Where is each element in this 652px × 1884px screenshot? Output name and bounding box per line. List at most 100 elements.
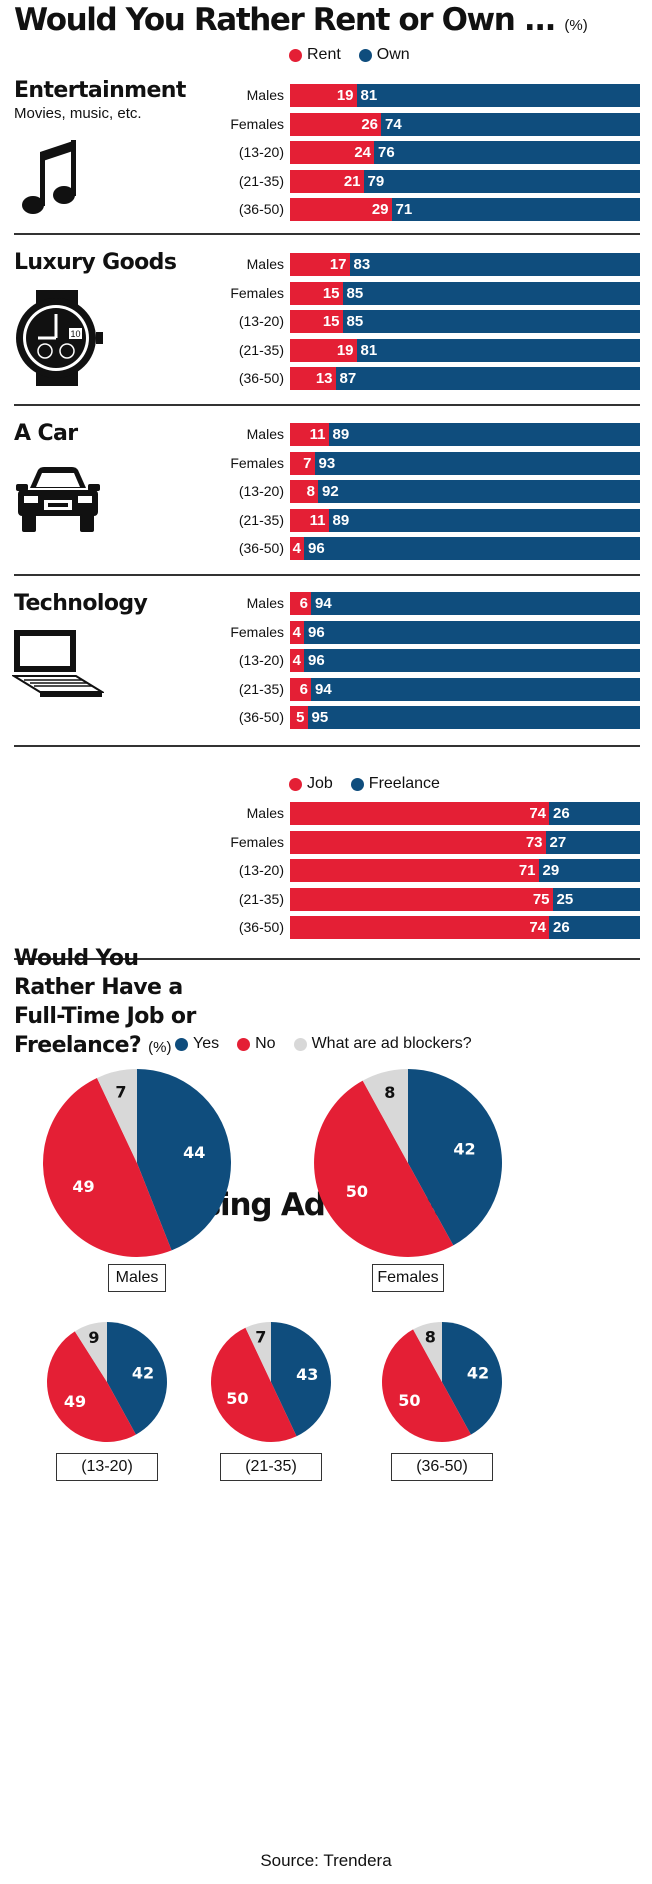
pie-slice-yes <box>408 1069 502 1246</box>
pie-value-no: 49 <box>64 1392 86 1411</box>
bar-value-b: 27 <box>549 833 567 851</box>
bar-row-label: (21-35) <box>238 341 284 358</box>
bar-row: (36-50) 13 87 <box>0 367 652 390</box>
bar-row-label: (36-50) <box>238 709 284 725</box>
bar-segment-a: 6 <box>290 677 311 701</box>
legend-label-own: Own <box>376 46 410 63</box>
bar-row: Males 11 89 <box>0 423 652 446</box>
bar-value-b: 92 <box>322 483 339 500</box>
pie-slice-yes <box>442 1322 502 1435</box>
stacked-bar: 74 26 <box>290 916 640 939</box>
bar-segment-b: 79 <box>363 169 640 193</box>
stacked-bar: 5 95 <box>290 706 640 729</box>
bar-row: (36-50) 29 71 <box>0 198 652 221</box>
bar-segment-b: 87 <box>335 367 640 390</box>
legend-label-job: Job <box>307 775 333 792</box>
bar-row-label: (36-50) <box>238 919 284 935</box>
stacked-bar: 15 85 <box>290 310 640 333</box>
pie-caption: Females <box>372 1264 444 1292</box>
stacked-bar: 11 89 <box>290 508 640 532</box>
pie-value-no: 50 <box>226 1389 248 1408</box>
bar-value-a: 73 <box>525 833 543 851</box>
pie-slice-unknown <box>413 1322 442 1382</box>
bar-row: Males 6 94 <box>0 592 652 615</box>
pie-slice-unknown <box>362 1069 408 1163</box>
bar-row-label: Males <box>246 595 284 611</box>
bar-row: Males 74 26 <box>0 802 652 825</box>
divider <box>14 958 640 960</box>
bar-segment-a: 4 <box>290 620 304 644</box>
bar-row-label: (21-35) <box>238 890 284 907</box>
bar-segment-a: 6 <box>290 592 311 615</box>
bar-row: Females 15 85 <box>0 281 652 305</box>
bar-segment-a: 11 <box>290 508 329 532</box>
music-note-icon <box>22 140 76 214</box>
pie-slice-unknown <box>96 1069 137 1163</box>
stacked-bar: 24 76 <box>290 141 640 164</box>
bar-row: (21-35) 19 81 <box>0 338 652 362</box>
pie-value-unknown: 8 <box>384 1083 395 1102</box>
section-title-luxury-goods: Luxury Goods <box>14 250 177 275</box>
bar-value-a: 8 <box>306 483 315 500</box>
divider <box>14 233 640 235</box>
bar-segment-a: 71 <box>290 859 539 882</box>
pie-value-unknown: 8 <box>425 1328 436 1347</box>
bar-row-label: Males <box>246 256 284 272</box>
bar-value-a: 26 <box>361 115 378 133</box>
bar-segment-b: 81 <box>356 338 640 362</box>
bar-value-b: 96 <box>308 540 325 557</box>
stacked-bar: 75 25 <box>290 887 640 911</box>
pie-slice-no <box>382 1329 471 1442</box>
bar-value-b: 25 <box>556 890 574 908</box>
bar-row: Females 73 27 <box>0 830 652 854</box>
source-note: Source: Trendera <box>260 1851 392 1870</box>
bar-row: Females 7 93 <box>0 451 652 475</box>
bar-segment-b: 76 <box>374 141 640 164</box>
pie-chart: 42 49 9 <box>46 1322 168 1442</box>
bar-row: (21-35) 11 89 <box>0 508 652 532</box>
bar-segment-b: 81 <box>356 84 640 107</box>
stacked-bar: 21 79 <box>290 169 640 193</box>
bar-value-b: 96 <box>308 652 325 669</box>
bar-row-label: Females <box>230 833 284 850</box>
pie-value-yes: 42 <box>132 1364 154 1383</box>
bar-row-label: (13-20) <box>238 862 284 878</box>
pie-slice-no <box>314 1080 454 1257</box>
bar-segment-a: 7 <box>290 451 315 475</box>
bar-value-b: 96 <box>308 623 325 641</box>
legend-item-freelance: Freelance <box>350 775 440 793</box>
bar-value-b: 94 <box>315 680 332 698</box>
bar-value-b: 76 <box>378 144 395 161</box>
bar-value-b: 89 <box>332 426 350 443</box>
pie-value-no: 49 <box>72 1177 94 1196</box>
bar-row: (36-50) 4 96 <box>0 537 652 560</box>
pie-value-unknown: 7 <box>115 1082 126 1101</box>
bar-value-b: 29 <box>542 862 560 879</box>
bar-segment-a: 21 <box>290 169 364 193</box>
bar-segment-a: 74 <box>290 802 549 825</box>
bar-value-b: 71 <box>395 201 413 218</box>
pie-slice-yes <box>137 1069 231 1251</box>
bar-value-a: 4 <box>292 652 301 669</box>
pie-caption: Males <box>108 1264 166 1292</box>
bar-segment-b: 85 <box>342 281 640 305</box>
divider <box>14 574 640 576</box>
bar-value-b: 85 <box>346 313 364 330</box>
bar-segment-a: 5 <box>290 706 308 729</box>
bar-segment-b: 93 <box>314 451 640 475</box>
bar-value-a: 75 <box>532 890 550 908</box>
bar-row: (13-20) 24 76 <box>0 141 652 164</box>
bar-segment-a: 8 <box>290 480 318 503</box>
pie-chart: 43 50 7 <box>211 1322 331 1442</box>
job-freelance-title-unit: (%) <box>148 1039 172 1056</box>
pie-slice-unknown <box>74 1322 107 1382</box>
bar-value-b: 89 <box>332 511 350 529</box>
watch-icon: 10 <box>16 290 103 386</box>
legend-swatch-unknown <box>293 1037 307 1051</box>
bar-row: (36-50) 74 26 <box>0 916 652 939</box>
pie-slice-yes <box>107 1322 168 1435</box>
pie-chart: 42 50 8 <box>314 1069 502 1257</box>
bar-segment-a: 19 <box>290 338 357 362</box>
pie-caption: (36-50) <box>391 1453 493 1481</box>
bar-row-label: (21-35) <box>238 680 284 697</box>
